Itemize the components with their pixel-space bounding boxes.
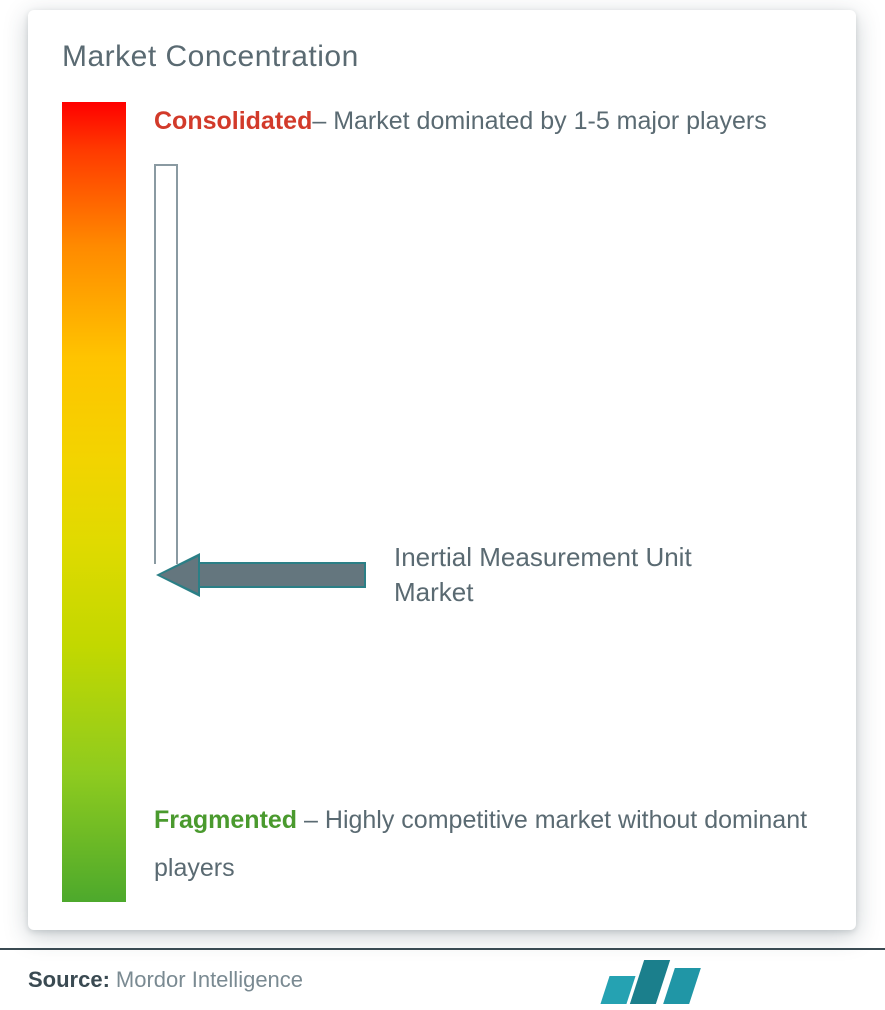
infographic-card: Market Concentration Consolidated– Marke… [28, 10, 856, 930]
range-bracket [154, 164, 184, 564]
consolidated-keyword: Consolidated [154, 107, 312, 135]
footer-bar: Source: Mordor Intelligence [0, 948, 885, 1010]
brand-logo-icon [605, 952, 725, 1004]
market-pointer: Inertial Measurement Unit Market [156, 540, 734, 610]
labels-column: Consolidated– Market dominated by 1-5 ma… [126, 102, 822, 902]
content-row: Consolidated– Market dominated by 1-5 ma… [62, 102, 822, 902]
consolidated-text: – Market dominated by 1-5 major players [312, 107, 766, 135]
source-prefix: Source: [28, 967, 110, 993]
consolidated-label: Consolidated– Market dominated by 1-5 ma… [154, 98, 822, 146]
fragmented-keyword: Fragmented [154, 806, 297, 834]
fragmented-label: Fragmented – Highly competitive market w… [154, 797, 822, 892]
concentration-gradient-bar [62, 102, 126, 902]
card-title: Market Concentration [62, 40, 822, 74]
arrow-left-icon [156, 555, 366, 595]
source-name: Mordor Intelligence [116, 967, 303, 993]
market-pointer-label: Inertial Measurement Unit Market [394, 540, 734, 610]
